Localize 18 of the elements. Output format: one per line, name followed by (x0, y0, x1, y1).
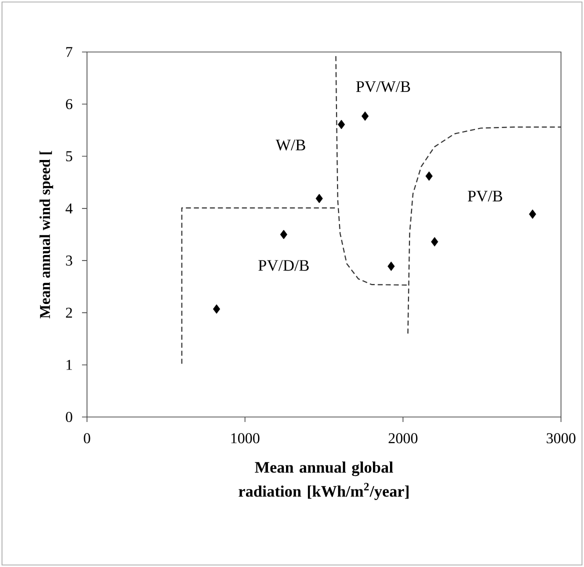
y-tick-label: 2 (66, 308, 72, 318)
annotation: PV/D/B (258, 260, 309, 271)
y-tick-label: 4 (66, 203, 73, 214)
y-tick-label: 5 (66, 151, 72, 162)
y-tick-label: 7 (66, 47, 72, 57)
annotation: PV/W/B (356, 81, 410, 92)
y-tick-label: 0 (66, 412, 72, 422)
y-tick-label: 6 (66, 99, 72, 110)
y-tick-label: 1 (66, 360, 72, 370)
x-tick-label: 1000 (231, 433, 260, 444)
annotation: W/B (276, 140, 306, 150)
x-tick-label: 3000 (546, 433, 576, 444)
y-tick-label: 3 (66, 256, 72, 266)
annotation: PV/B (468, 190, 502, 202)
x-tick-label: 2000 (388, 433, 418, 444)
y-axis-title: Mean annual wind speed [ (40, 150, 54, 318)
x-tick-label: 0 (84, 433, 90, 444)
x-axis-title: Mean annual global radiation [kWh/m$^{2}$/year] (238, 462, 409, 500)
